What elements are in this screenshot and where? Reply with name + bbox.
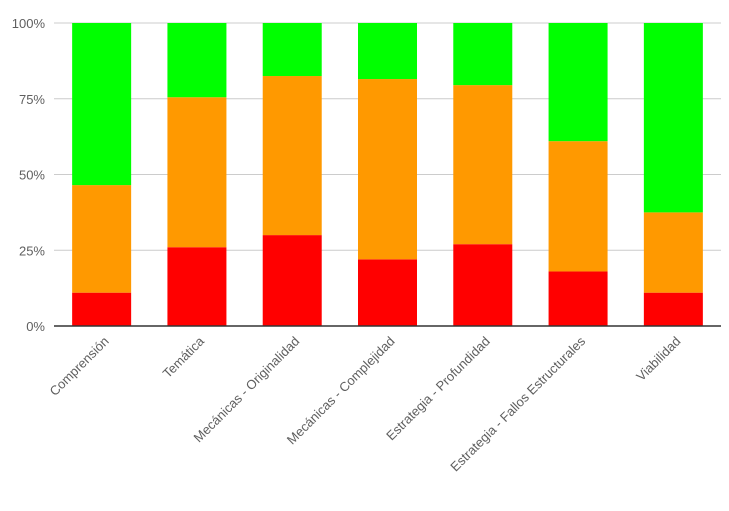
bar-segment bbox=[453, 23, 513, 86]
bar-segment bbox=[262, 76, 322, 236]
x-tick-label: Temática bbox=[160, 333, 208, 381]
bars bbox=[72, 23, 703, 326]
bar-segment bbox=[72, 23, 132, 186]
bar-segment bbox=[167, 97, 227, 248]
x-tick-label: Comprensión bbox=[46, 334, 111, 399]
bar-segment bbox=[72, 185, 132, 293]
bar-segment bbox=[167, 23, 227, 98]
x-tick-label: Estrategia - Profundidad bbox=[383, 334, 493, 444]
bar-segment bbox=[453, 244, 513, 326]
bar-segment bbox=[643, 23, 703, 213]
y-tick-label: 0% bbox=[26, 319, 45, 334]
bar-segment bbox=[358, 23, 417, 80]
y-tick-label: 100% bbox=[12, 16, 46, 31]
bar-segment bbox=[643, 292, 703, 326]
bar-segment bbox=[548, 23, 608, 142]
y-tick-label: 75% bbox=[19, 92, 45, 107]
bar-segment bbox=[548, 141, 608, 272]
x-tick-label: Mecánicas - Originalidad bbox=[191, 334, 303, 446]
x-tick-label: Viabilidad bbox=[633, 334, 683, 384]
bar-segment bbox=[643, 212, 703, 293]
bar-segment bbox=[262, 235, 322, 326]
y-tick-label: 50% bbox=[19, 168, 45, 183]
bar-segment bbox=[167, 247, 227, 326]
bar-segment bbox=[358, 79, 417, 260]
y-tick-label: 25% bbox=[19, 243, 45, 258]
bar-segment bbox=[453, 85, 513, 245]
bar-segment bbox=[262, 23, 322, 77]
bar-segment bbox=[72, 292, 132, 326]
x-tick-label: Mecánicas - Complejidad bbox=[284, 334, 398, 448]
bar-segment bbox=[358, 259, 417, 326]
y-tick-labels: 0% 25% 50% 75% 100% bbox=[12, 16, 46, 334]
bar-segment bbox=[548, 271, 608, 326]
